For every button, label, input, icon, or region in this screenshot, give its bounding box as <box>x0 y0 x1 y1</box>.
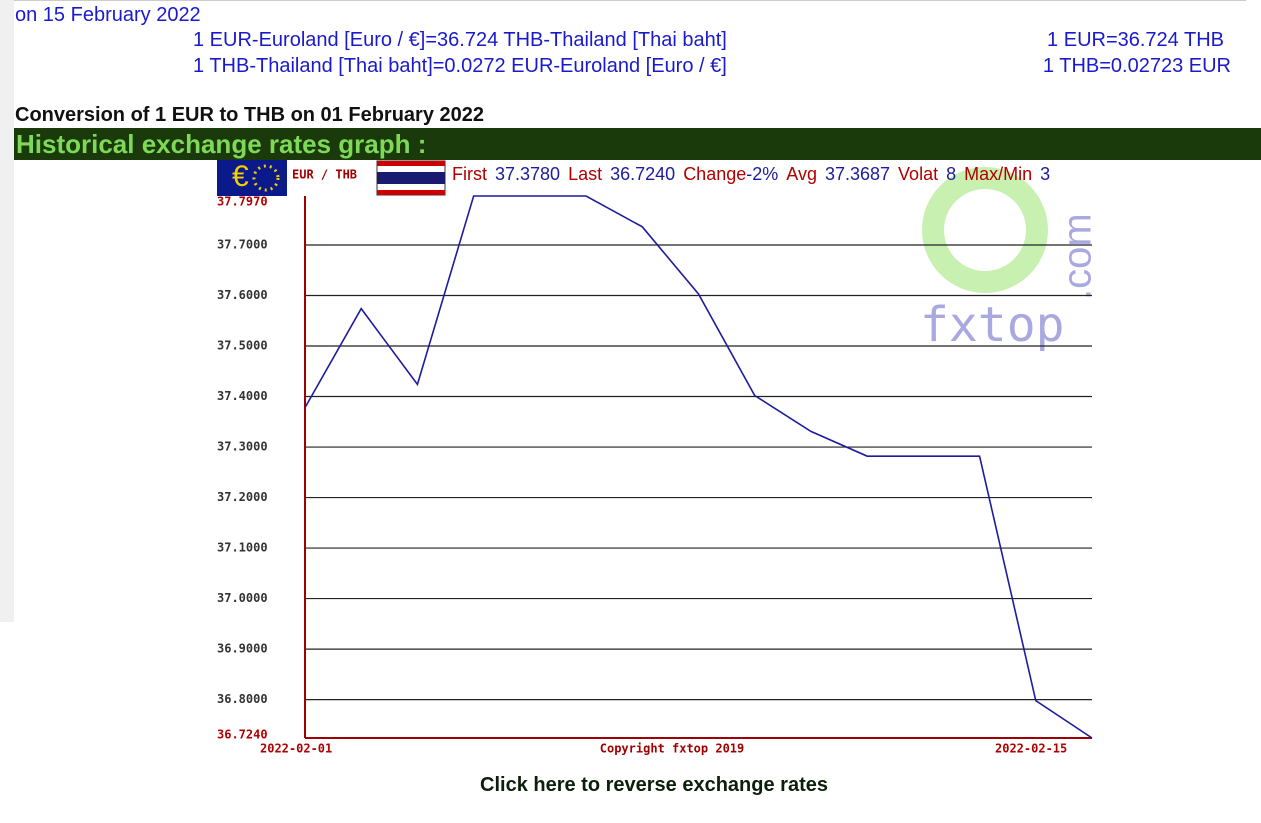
date-line: on 15 February 2022 <box>15 4 201 26</box>
stat-label: Volat <box>898 164 938 184</box>
y-tick-label: 37.2000 <box>217 490 268 504</box>
stats-line: First 37.3780 Last 36.7240 Change-2% Avg 37.36… <box>452 164 1050 184</box>
stat-value: -2% <box>746 164 778 184</box>
eu-stars <box>252 164 280 192</box>
stat-value: 37.3687 <box>825 164 890 184</box>
eu-flag <box>217 160 287 196</box>
y-tick-label: 37.3000 <box>217 440 268 454</box>
y-tick-label: 37.6000 <box>217 288 268 302</box>
pair-label: EUR / THB <box>292 168 357 182</box>
y-tick-label: 36.8000 <box>217 692 268 706</box>
th-flag-red <box>377 161 445 166</box>
rate-full: 1 THB-Thailand [Thai baht]=0.0272 EUR-Eu… <box>193 55 727 77</box>
copyright: Copyright fxtop 2019 <box>600 742 745 756</box>
reverse-link[interactable]: Click here to reverse exchange rates <box>480 774 828 796</box>
stats: First 37.3780 Last 36.7240 Change-2% Avg 37.36… <box>452 164 1050 184</box>
stat-label: Max/Min <box>964 164 1032 184</box>
y-tick-label: 37.5000 <box>217 339 268 353</box>
x-tick-label: 2022-02-01 <box>260 742 332 756</box>
stat-label: Last <box>568 164 602 184</box>
section-bar: Historical exchange rates graph : <box>14 128 1261 160</box>
rate-full: 1 EUR-Euroland [Euro / €]=36.724 THB-Tha… <box>193 29 727 51</box>
y-tick-label: 37.7000 <box>217 237 268 251</box>
rate-short: 1 THB=0.02723 EUR <box>1042 55 1231 77</box>
watermark-logo <box>922 167 1048 293</box>
euro-sign: € <box>232 160 249 193</box>
conversion-title: Conversion of 1 EUR to THB on 01 Februar… <box>15 104 484 126</box>
stat-value: 3 <box>1040 164 1050 184</box>
th-flag-blue <box>377 172 445 184</box>
watermark: fxtop <box>920 297 1065 353</box>
y-tick-label: 36.7240 <box>217 728 268 742</box>
y-tick-label: 37.4000 <box>217 389 268 403</box>
x-tick-label: 2022-02-15 <box>995 742 1067 756</box>
rate-short: 1 EUR=36.724 THB <box>1047 29 1224 51</box>
stat-value: 37.3780 <box>495 164 560 184</box>
y-tick-label: 36.9000 <box>217 642 268 656</box>
stat-label: First <box>452 164 487 184</box>
y-tick-label: 37.1000 <box>217 541 268 555</box>
stat-value: 36.7240 <box>610 164 675 184</box>
watermark-suffix: .com <box>1056 213 1100 300</box>
stat-value: 8 <box>946 164 956 184</box>
y-tick-label: 37.0000 <box>217 591 268 605</box>
y-tick-label: 37.7970 <box>217 195 268 209</box>
top-border <box>14 0 1246 1</box>
price-line <box>304 195 1093 739</box>
stat-label: Avg <box>786 164 817 184</box>
side-panel <box>0 0 14 622</box>
stat-label: Change <box>683 164 746 184</box>
section-title: Historical exchange rates graph : <box>16 129 427 159</box>
th-flag-red <box>377 190 445 195</box>
